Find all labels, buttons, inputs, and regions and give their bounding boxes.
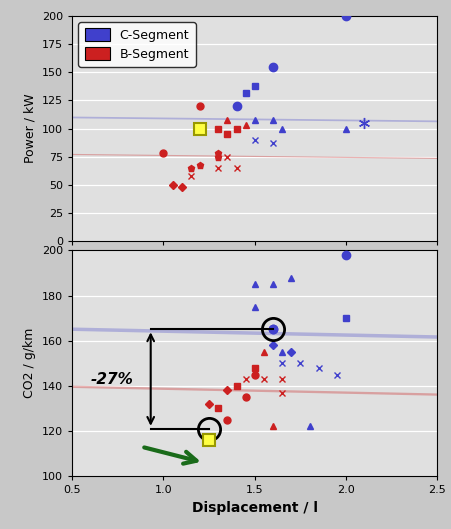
Text: -27%: -27% xyxy=(90,371,133,387)
X-axis label: Displacement / l: Displacement / l xyxy=(192,500,318,515)
Ellipse shape xyxy=(0,273,451,395)
Y-axis label: CO2 / g/km: CO2 / g/km xyxy=(23,328,37,398)
Legend: C-Segment, B-Segment: C-Segment, B-Segment xyxy=(78,22,196,67)
Ellipse shape xyxy=(0,355,451,425)
Y-axis label: Power / kW: Power / kW xyxy=(23,94,37,163)
Ellipse shape xyxy=(0,112,451,200)
Ellipse shape xyxy=(0,56,451,183)
